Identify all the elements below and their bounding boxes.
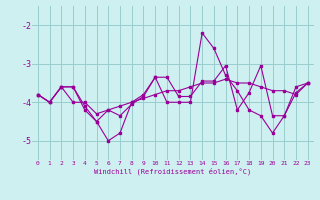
X-axis label: Windchill (Refroidissement éolien,°C): Windchill (Refroidissement éolien,°C) xyxy=(94,167,252,175)
